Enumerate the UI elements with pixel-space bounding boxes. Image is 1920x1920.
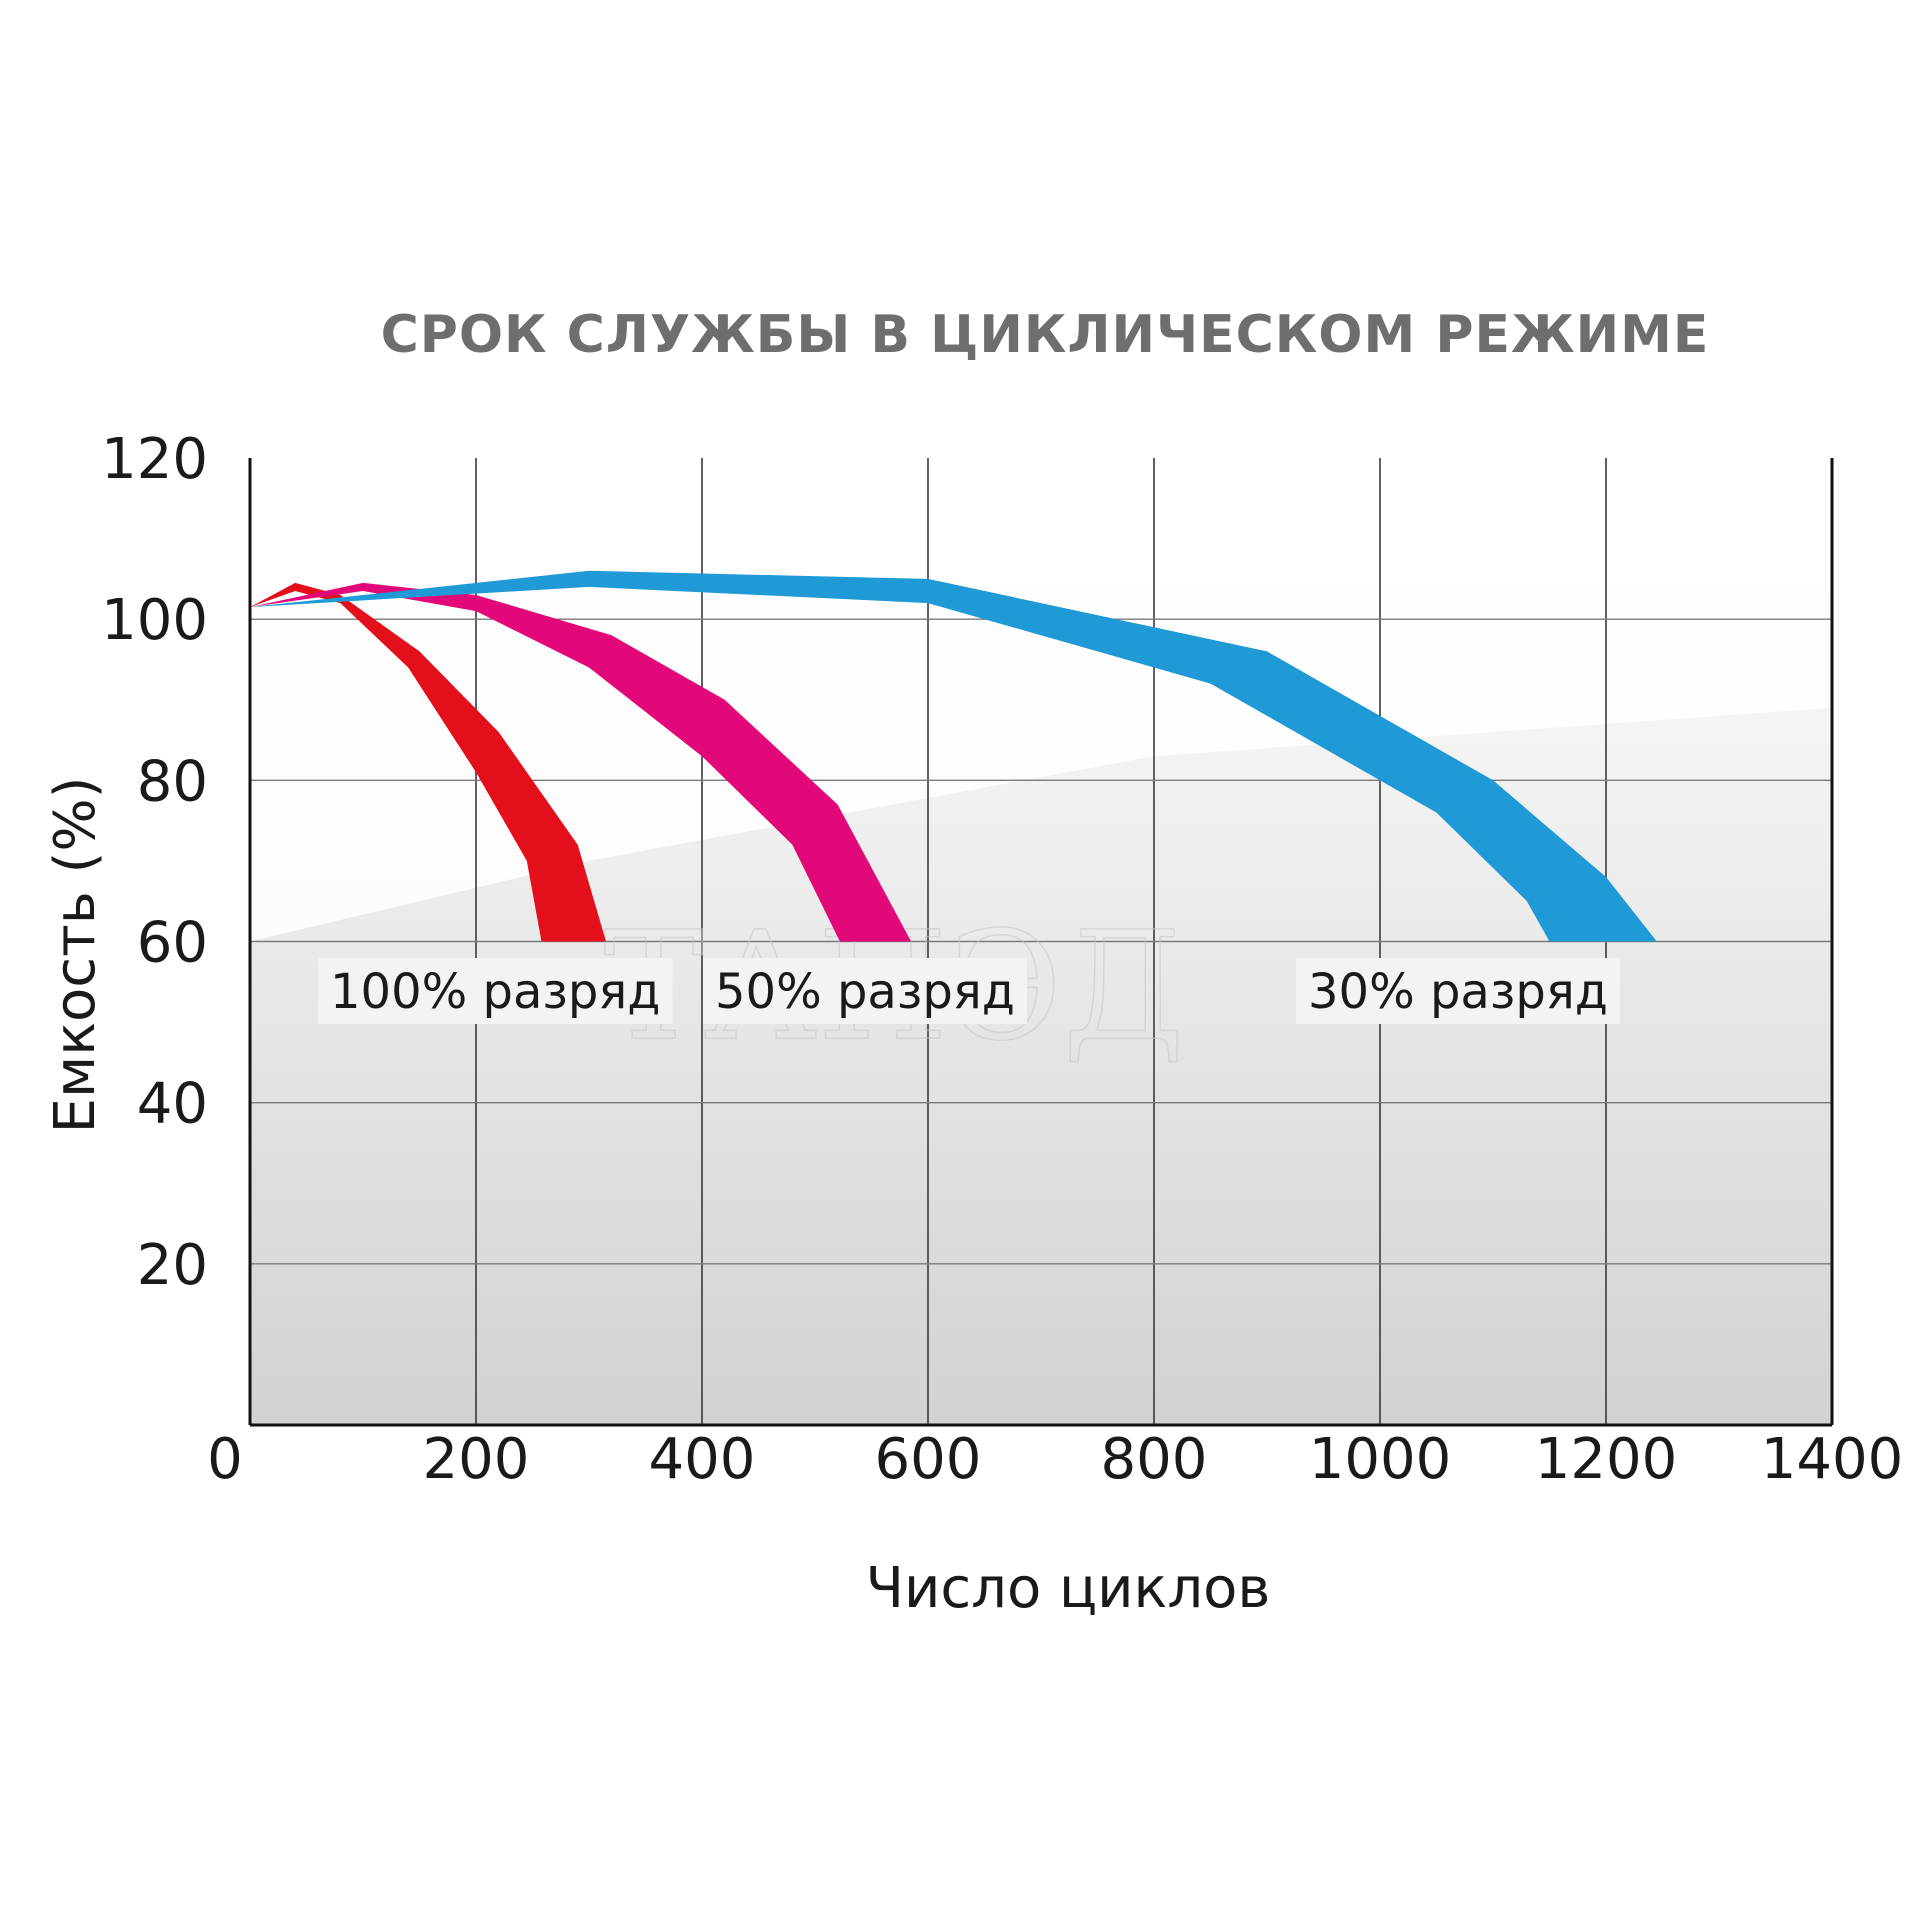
series-band-3 <box>250 570 1657 942</box>
series-band-2 <box>250 582 912 942</box>
x-axis-label: Число циклов <box>866 1556 1271 1621</box>
x-tick-label: 400 <box>649 1427 756 1492</box>
y-tick-labels: 120 100 80 60 40 20 <box>101 427 208 1298</box>
series-band-1 <box>250 582 606 942</box>
y-tick-label: 120 <box>101 427 208 492</box>
x-tick-label: 1200 <box>1535 1427 1678 1492</box>
series-label-bg <box>703 958 1027 1024</box>
x-tick-label: 800 <box>1101 1427 1208 1492</box>
origin-label: 0 <box>207 1427 243 1492</box>
series-label-bg <box>318 958 673 1024</box>
x-tick-labels: 200 400 600 800 1000 1200 1400 <box>423 1427 1904 1492</box>
y-tick-label: 100 <box>101 588 208 653</box>
y-tick-label: 60 <box>137 911 208 976</box>
series-labels: 100% разряд 50% разряд 30% разряд <box>318 958 1620 1024</box>
series-label-1: 100% разряд <box>330 964 660 1020</box>
y-axis-label: Емкость (%) <box>43 777 108 1134</box>
series-label-3: 30% разряд <box>1308 964 1608 1020</box>
y-tick-label: 80 <box>137 749 208 814</box>
x-tick-label: 600 <box>875 1427 982 1492</box>
chart-title: СРОК СЛУЖБЫ В ЦИКЛИЧЕСКОМ РЕЖИМЕ <box>381 305 1710 365</box>
y-tick-label: 20 <box>137 1233 208 1298</box>
x-tick-label: 200 <box>423 1427 530 1492</box>
y-tick-label: 40 <box>137 1072 208 1137</box>
series-label-2: 50% разряд <box>715 964 1015 1020</box>
x-tick-label: 1000 <box>1309 1427 1452 1492</box>
series-label-bg <box>1296 958 1620 1024</box>
axes <box>248 458 1834 1427</box>
x-tick-label: 1400 <box>1761 1427 1904 1492</box>
series-bands <box>250 570 1657 942</box>
